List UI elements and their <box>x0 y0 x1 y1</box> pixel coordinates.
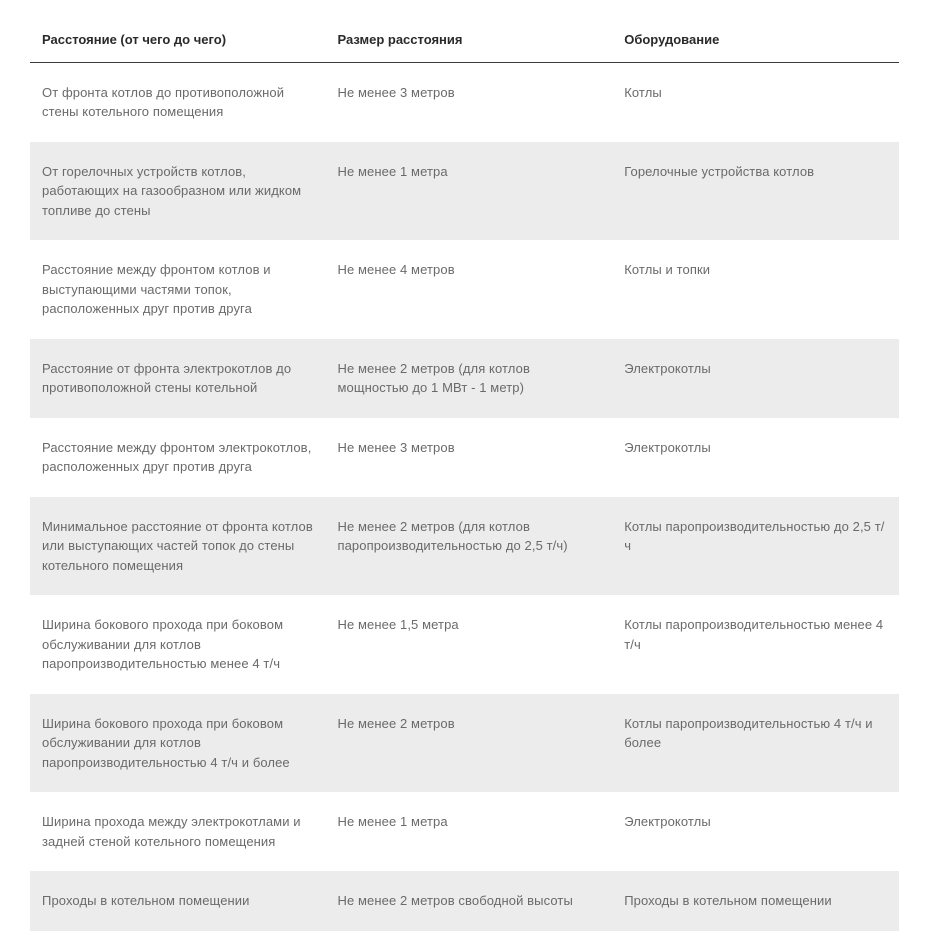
table-row: Расстояние между фронтом электрокотлов, … <box>30 418 899 497</box>
cell-size: Не менее 3 метров <box>325 418 612 497</box>
cell-equipment: Котлы паропроизводительностью до 2,5 т/ч <box>612 497 899 596</box>
cell-size: Не менее 2 метров <box>325 694 612 793</box>
col-distance: Расстояние (от чего до чего) <box>30 20 325 62</box>
cell-equipment: Горелочные устройства котлов <box>612 142 899 241</box>
cell-size: Не менее 2 метров (для котлов паропроизв… <box>325 497 612 596</box>
table-row: Минимальное расстояние от фронта котлов … <box>30 497 899 596</box>
header-row: Расстояние (от чего до чего) Размер расс… <box>30 20 899 62</box>
cell-size: Не менее 1,5 метра <box>325 595 612 694</box>
cell-distance: Проходы в котельном помещении <box>30 871 325 931</box>
table-row: Расстояние между фронтом котлов и выступ… <box>30 240 899 339</box>
cell-equipment: Электрокотлы <box>612 418 899 497</box>
cell-equipment: Электрокотлы <box>612 792 899 871</box>
cell-size: Не менее 2 метров свободной высоты <box>325 871 612 931</box>
cell-size: Не менее 4 метров <box>325 240 612 339</box>
cell-distance: От фронта котлов до противоположной стен… <box>30 62 325 142</box>
table-header: Расстояние (от чего до чего) Размер расс… <box>30 20 899 62</box>
cell-distance: Расстояние между фронтом котлов и выступ… <box>30 240 325 339</box>
distances-table: Расстояние (от чего до чего) Размер расс… <box>30 20 899 931</box>
cell-size: Не менее 3 метров <box>325 62 612 142</box>
cell-distance: Ширина бокового прохода при боковом обсл… <box>30 694 325 793</box>
cell-size: Не менее 1 метра <box>325 792 612 871</box>
col-size: Размер расстояния <box>325 20 612 62</box>
cell-distance: Расстояние между фронтом электрокотлов, … <box>30 418 325 497</box>
cell-size: Не менее 2 метров (для котлов мощностью … <box>325 339 612 418</box>
table-row: От горелочных устройств котлов, работающ… <box>30 142 899 241</box>
table-row: Проходы в котельном помещенииНе менее 2 … <box>30 871 899 931</box>
cell-equipment: Проходы в котельном помещении <box>612 871 899 931</box>
cell-equipment: Котлы паропроизводительностью 4 т/ч и бо… <box>612 694 899 793</box>
cell-distance: Ширина прохода между электрокотлами и за… <box>30 792 325 871</box>
cell-equipment: Котлы и топки <box>612 240 899 339</box>
cell-distance: Расстояние от фронта электрокотлов до пр… <box>30 339 325 418</box>
col-equipment: Оборудование <box>612 20 899 62</box>
cell-size: Не менее 1 метра <box>325 142 612 241</box>
table-row: Ширина бокового прохода при боковом обсл… <box>30 694 899 793</box>
cell-distance: Минимальное расстояние от фронта котлов … <box>30 497 325 596</box>
cell-distance: От горелочных устройств котлов, работающ… <box>30 142 325 241</box>
cell-distance: Ширина бокового прохода при боковом обсл… <box>30 595 325 694</box>
table-row: От фронта котлов до противоположной стен… <box>30 62 899 142</box>
cell-equipment: Электрокотлы <box>612 339 899 418</box>
table-body: От фронта котлов до противоположной стен… <box>30 62 899 931</box>
cell-equipment: Котлы <box>612 62 899 142</box>
cell-equipment: Котлы паропроизводительностью менее 4 т/… <box>612 595 899 694</box>
table-row: Ширина бокового прохода при боковом обсл… <box>30 595 899 694</box>
table-row: Расстояние от фронта электрокотлов до пр… <box>30 339 899 418</box>
table-row: Ширина прохода между электрокотлами и за… <box>30 792 899 871</box>
